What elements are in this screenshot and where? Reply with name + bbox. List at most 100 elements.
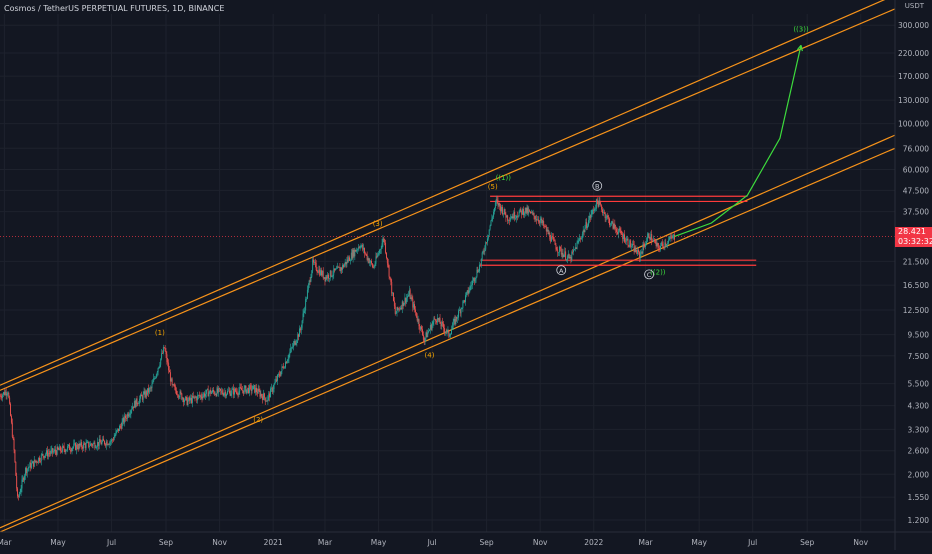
candle-body — [265, 398, 266, 402]
x-tick-label: 2022 — [584, 538, 603, 547]
candle-body — [253, 386, 254, 390]
candle-body — [142, 396, 143, 400]
candle-body — [373, 267, 374, 268]
candle-body — [11, 416, 12, 423]
candle-body — [306, 299, 307, 300]
candle-body — [69, 445, 70, 450]
candle-body — [513, 212, 514, 218]
candle-body — [82, 447, 83, 449]
candle-body — [8, 393, 9, 398]
candle-body — [131, 409, 132, 410]
candle-body — [532, 212, 533, 213]
candle-body — [437, 318, 438, 322]
candle-body — [533, 213, 534, 214]
candle-body — [404, 303, 405, 306]
candle-body — [655, 241, 656, 242]
projection — [675, 45, 803, 236]
candle-body — [278, 374, 279, 375]
candle-body — [529, 210, 530, 211]
candle-body — [188, 397, 189, 400]
candle-body — [152, 382, 153, 384]
y-tick-label: 130.000 — [898, 96, 929, 105]
candle-body — [37, 462, 38, 463]
candle-body — [25, 468, 26, 476]
candle-body — [597, 199, 598, 201]
candle-body — [18, 496, 19, 497]
candle-body — [50, 450, 51, 453]
candle-body — [638, 250, 639, 252]
candle-body — [372, 264, 373, 267]
candle-body — [255, 388, 256, 393]
candle-body — [517, 216, 518, 217]
candle-body — [231, 390, 232, 394]
candle-body — [74, 443, 75, 444]
candle-body — [75, 443, 76, 450]
candle-body — [361, 246, 362, 248]
candle-body — [224, 393, 225, 395]
candle-body — [29, 467, 30, 468]
candle-body — [568, 254, 569, 256]
candle-body — [462, 308, 463, 309]
candle-body — [455, 319, 456, 324]
candle-body — [101, 442, 102, 444]
candle-body — [355, 250, 356, 252]
candle-body — [207, 389, 208, 390]
wave-label: C — [647, 271, 652, 279]
candle-body — [256, 388, 257, 392]
candle-body — [382, 243, 383, 248]
candle-body — [435, 319, 436, 320]
candle-body — [264, 393, 265, 397]
candle-body — [161, 353, 162, 358]
candle-body — [444, 328, 445, 332]
candle-body — [299, 328, 300, 336]
candle-body — [598, 201, 599, 206]
candle-body — [650, 237, 651, 239]
candle-body — [191, 398, 192, 403]
candle-body — [157, 372, 158, 374]
wave-label: (1) — [155, 329, 165, 337]
candle-body — [97, 442, 98, 447]
candle-body — [58, 447, 59, 449]
candle-body — [141, 395, 142, 396]
candle-body — [561, 249, 562, 255]
candle-body — [297, 334, 298, 340]
candle-body — [428, 331, 429, 332]
x-tick-label: Nov — [853, 538, 868, 547]
candle-body — [123, 418, 124, 422]
candle-body — [651, 234, 652, 241]
candle-body — [667, 244, 668, 245]
candle-body — [523, 209, 524, 215]
candle-body — [54, 449, 55, 451]
candle-body — [670, 237, 671, 240]
candle-body — [292, 347, 293, 348]
candle-body — [331, 271, 332, 277]
candle-body — [312, 260, 313, 271]
candle-body — [319, 270, 320, 276]
candle-body — [378, 253, 379, 254]
candle-body — [180, 391, 181, 393]
candle-body — [139, 399, 140, 404]
candle-body — [384, 240, 385, 243]
candle-body — [570, 257, 571, 258]
candle-body — [252, 389, 253, 391]
candle-body — [34, 460, 35, 467]
candle-body — [247, 388, 248, 390]
candle-body — [127, 414, 128, 419]
candle-body — [572, 252, 573, 253]
candle-body — [219, 388, 220, 389]
candle-body — [257, 392, 258, 393]
candle-body — [375, 264, 376, 267]
candle-body — [379, 250, 380, 253]
candle-body — [456, 317, 457, 319]
candle-body — [182, 398, 183, 399]
candle-body — [524, 213, 525, 215]
y-tick-label: 12.500 — [903, 306, 929, 315]
candle-body — [146, 391, 147, 395]
candle-body — [556, 245, 557, 249]
candle-body — [93, 444, 94, 446]
candle-body — [386, 253, 387, 258]
candle-body — [159, 367, 160, 368]
candle-body — [86, 443, 87, 448]
